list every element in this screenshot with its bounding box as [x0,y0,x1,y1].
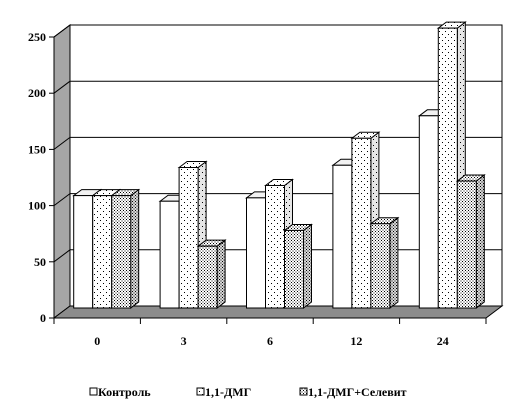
y-tick-label: 150 [28,142,46,156]
bar-side [389,216,399,309]
bar-front [159,200,180,309]
chart-side-wall [53,24,71,319]
bar-front [197,245,218,309]
bar-front [246,197,266,309]
x-tick-label: 6 [267,334,273,348]
y-tick-label: 100 [28,199,46,213]
legend-swatch [299,387,308,396]
bar-front [73,195,94,309]
bar-front [284,229,304,309]
legend-label: 1,1-ДМГ+Селевит [308,385,407,399]
bar-front [456,180,477,309]
bar [455,173,486,309]
x-tick-label: 12 [350,334,362,348]
gridline-side [53,249,71,263]
legend-item: Контроль [89,385,151,399]
bar-front [351,137,372,309]
bar [283,223,313,309]
gridline-side [53,193,71,207]
x-tick-label: 3 [181,334,187,348]
gridline-side [53,80,71,94]
bar-front [437,27,458,309]
bar-side [216,239,226,309]
bar-front [178,167,199,309]
bar [110,188,141,309]
y-axis: 0 50 100 150 200 250 [28,30,55,325]
legend-label: Контроль [98,385,151,399]
y-tick-label: 0 [40,311,46,325]
legend-item: 1,1-ДМГ+Селевит [299,385,407,399]
gridline-side [53,136,71,150]
legend-item: 1,1-ДМГ [196,385,251,399]
bar-front [418,115,439,309]
bar [369,216,400,309]
legend: Контроль 1,1-ДМГ 1,1-ДМГ+Селевит [89,385,407,399]
bar-front [111,195,132,309]
x-tick-label: 24 [437,334,449,348]
bar-front [92,195,113,309]
bar-groups [72,21,486,309]
x-tick-label: 0 [94,334,100,348]
x-axis: 0 3 6 12 24 [53,317,487,348]
legend-label: 1,1-ДМГ [205,385,251,399]
legend-swatch [89,387,98,396]
bar-front [265,184,285,309]
bar [196,239,227,309]
legend-swatch [196,387,205,396]
y-tick-label: 200 [28,86,46,100]
bar-side [303,223,312,309]
y-tick-label: 50 [34,255,46,269]
gridline-side [53,24,71,38]
bar-side [130,188,140,309]
y-tick-label: 250 [28,30,46,44]
bar-side [475,173,485,309]
bar-front [332,164,353,309]
bar-front [370,223,391,309]
